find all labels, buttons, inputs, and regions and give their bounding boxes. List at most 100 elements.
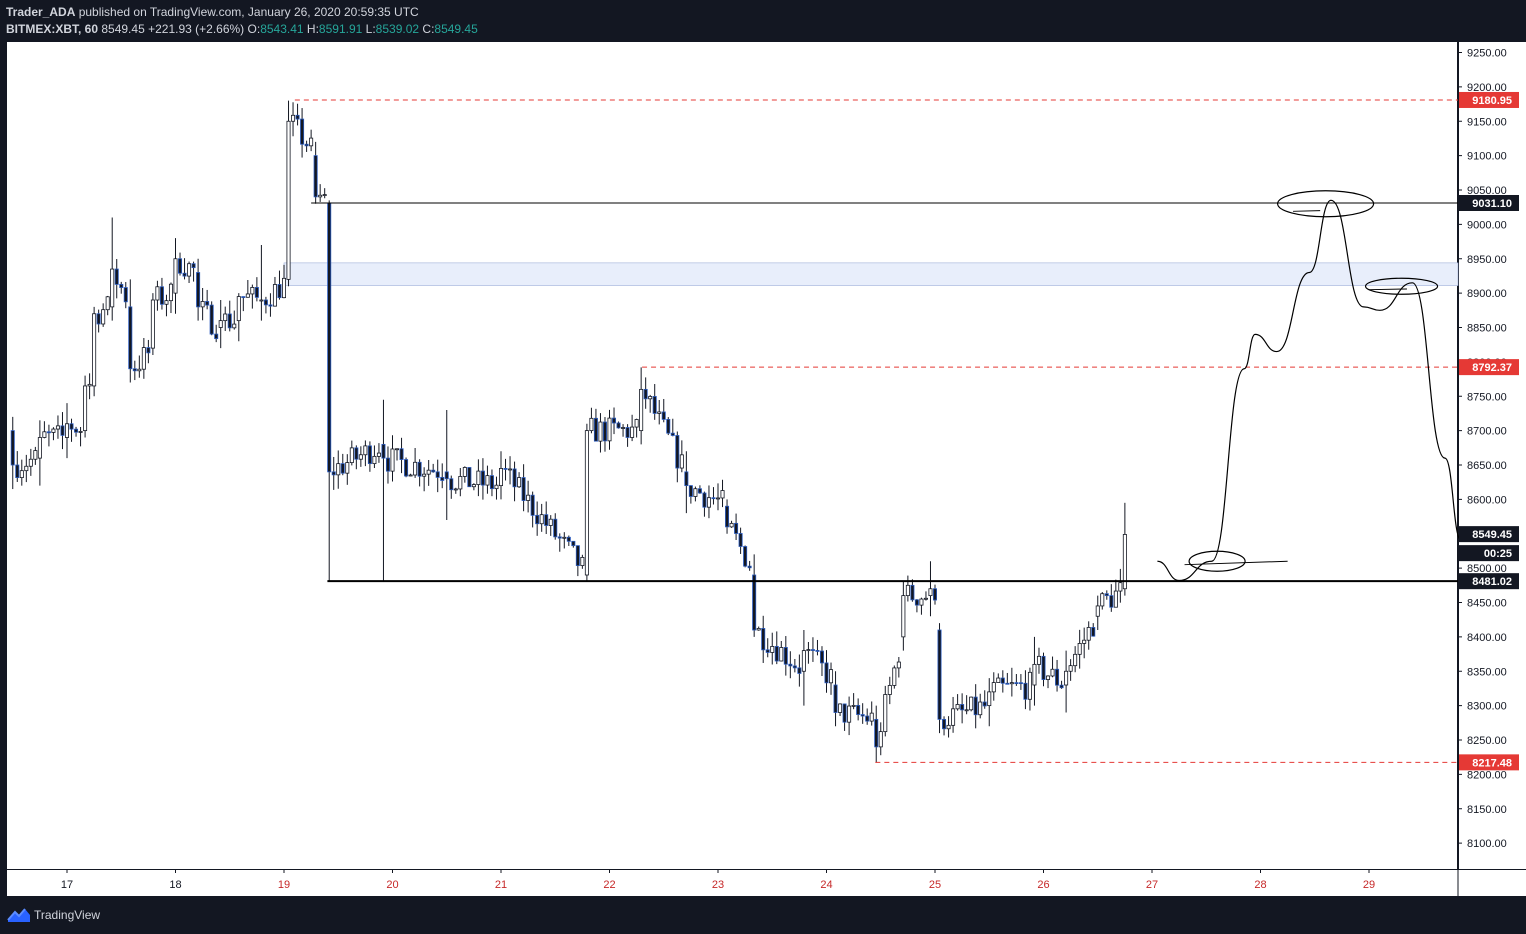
candle[interactable] (1036, 647, 1041, 674)
candle[interactable] (444, 410, 449, 520)
candle[interactable] (729, 520, 734, 528)
candle[interactable] (1055, 659, 1060, 692)
candle[interactable] (752, 554, 757, 637)
candle[interactable] (688, 485, 693, 504)
candle[interactable] (684, 451, 689, 514)
candle[interactable] (291, 102, 296, 137)
candle[interactable] (250, 284, 255, 309)
candle[interactable] (159, 277, 164, 310)
candle[interactable] (272, 276, 277, 307)
candle[interactable] (602, 417, 607, 452)
candle[interactable] (566, 535, 571, 546)
highlight-ellipse[interactable] (1276, 190, 1375, 218)
candle[interactable] (417, 459, 422, 487)
candle[interactable] (937, 623, 942, 734)
candle[interactable] (218, 300, 223, 349)
candle[interactable] (78, 426, 83, 447)
candle[interactable] (711, 487, 716, 505)
candle[interactable] (24, 454, 29, 483)
candle[interactable] (268, 293, 273, 317)
candle[interactable] (1041, 652, 1046, 687)
price-label-tag[interactable]: 8792.37 (1459, 359, 1519, 376)
candle[interactable] (390, 435, 395, 482)
candle[interactable] (404, 457, 409, 478)
candle[interactable] (973, 684, 978, 729)
candle[interactable] (571, 540, 576, 548)
candle[interactable] (955, 694, 960, 711)
candle[interactable] (1109, 584, 1114, 612)
candle[interactable] (842, 703, 847, 731)
candle[interactable] (241, 296, 246, 312)
candle[interactable] (1100, 592, 1105, 610)
candle[interactable] (46, 424, 51, 447)
candle[interactable] (792, 658, 797, 673)
candle[interactable] (263, 296, 268, 314)
candle[interactable] (521, 464, 526, 512)
candle[interactable] (982, 690, 987, 709)
candle[interactable] (173, 238, 178, 314)
candle[interactable] (765, 638, 770, 658)
candle[interactable] (1068, 659, 1073, 681)
candle[interactable] (593, 408, 598, 442)
candle[interactable] (1113, 579, 1118, 608)
symbol-label[interactable]: BITMEX:XBT, 60 (6, 22, 99, 36)
candle[interactable] (254, 277, 259, 302)
candle[interactable] (132, 360, 137, 381)
candle[interactable] (413, 447, 418, 478)
candle[interactable] (874, 705, 879, 763)
candle[interactable] (919, 597, 924, 615)
candle[interactable] (150, 293, 155, 355)
candle[interactable] (498, 451, 503, 500)
candle[interactable] (557, 533, 562, 552)
candle[interactable] (92, 306, 97, 397)
candle[interactable] (598, 413, 603, 453)
candle[interactable] (87, 373, 92, 400)
candle[interactable] (716, 483, 721, 511)
candle[interactable] (1009, 667, 1014, 697)
candle[interactable] (277, 270, 282, 300)
candle[interactable] (829, 662, 834, 695)
candle[interactable] (621, 424, 626, 437)
candle[interactable] (1005, 672, 1010, 685)
candle[interactable] (408, 473, 413, 477)
candle[interactable] (236, 293, 241, 342)
candle[interactable] (42, 421, 47, 439)
candle[interactable] (625, 424, 630, 447)
candle[interactable] (110, 217, 115, 321)
candle[interactable] (128, 279, 133, 383)
candle[interactable] (1027, 667, 1032, 711)
candle[interactable] (819, 646, 824, 677)
candle[interactable] (580, 554, 585, 569)
candle[interactable] (300, 108, 305, 158)
candle[interactable] (783, 636, 788, 676)
candle[interactable] (706, 485, 711, 519)
candle[interactable] (209, 301, 214, 336)
candle[interactable] (114, 259, 119, 299)
candle[interactable] (363, 440, 368, 467)
candle[interactable] (914, 599, 919, 613)
candle[interactable] (480, 458, 485, 500)
candle[interactable] (648, 394, 653, 413)
candle[interactable] (422, 467, 427, 492)
candle[interactable] (851, 693, 856, 710)
candle[interactable] (878, 722, 883, 756)
candle[interactable] (232, 310, 237, 330)
candle[interactable] (720, 479, 725, 508)
candle[interactable] (453, 487, 458, 494)
candle[interactable] (630, 414, 635, 442)
candle[interactable] (535, 501, 540, 536)
candle[interactable] (304, 140, 309, 152)
candle[interactable] (476, 459, 481, 497)
candle[interactable] (1104, 590, 1109, 600)
candle[interactable] (245, 279, 250, 298)
candle[interactable] (318, 184, 323, 202)
candle[interactable] (313, 141, 318, 204)
candle[interactable] (205, 289, 210, 310)
candle[interactable] (693, 486, 698, 502)
candle[interactable] (227, 300, 232, 332)
author-name[interactable]: Trader_ADA (6, 5, 76, 19)
candle[interactable] (634, 418, 639, 438)
candle[interactable] (435, 459, 440, 493)
candle[interactable] (462, 466, 467, 483)
candle[interactable] (1050, 656, 1055, 678)
